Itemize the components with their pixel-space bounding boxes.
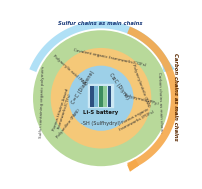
Bar bbox=[88, 84, 114, 108]
Text: Porous organic
frameworks (POFs): Porous organic frameworks (POFs) bbox=[117, 105, 156, 132]
Text: C≡C (Diyne): C≡C (Diyne) bbox=[108, 72, 129, 100]
Bar bbox=[99, 86, 103, 107]
Polygon shape bbox=[29, 21, 173, 72]
Text: Carbon chains as main chains: Carbon chains as main chains bbox=[157, 72, 163, 133]
Text: Polyacrylic acid (PAA): Polyacrylic acid (PAA) bbox=[53, 54, 88, 87]
Text: Polyacrylonitrile (PAN): Polyacrylonitrile (PAN) bbox=[131, 63, 150, 108]
Text: Li-S battery: Li-S battery bbox=[83, 110, 119, 115]
Bar bbox=[103, 86, 107, 107]
Polygon shape bbox=[127, 27, 178, 170]
Text: Polypyrrole (PPy): Polypyrrole (PPy) bbox=[124, 93, 159, 106]
Text: Polyaniline (PANI): Polyaniline (PANI) bbox=[56, 108, 81, 139]
Circle shape bbox=[33, 30, 169, 166]
Text: Porous triazine-based
frameworks(CTFs): Porous triazine-based frameworks(CTFs) bbox=[52, 88, 74, 132]
Polygon shape bbox=[127, 159, 139, 172]
Text: Sulfur-containing organic polymers: Sulfur-containing organic polymers bbox=[39, 66, 45, 139]
Polygon shape bbox=[162, 61, 175, 72]
Bar bbox=[95, 86, 98, 107]
Text: Carbon chains as main chains: Carbon chains as main chains bbox=[173, 53, 178, 141]
Text: C=C (Dialkene): C=C (Dialkene) bbox=[70, 69, 95, 105]
Text: Sulfur chains as main chains: Sulfur chains as main chains bbox=[58, 21, 142, 26]
Bar bbox=[108, 86, 112, 107]
Circle shape bbox=[51, 48, 151, 149]
Text: Covalent organic frameworks(COFs): Covalent organic frameworks(COFs) bbox=[73, 48, 146, 67]
Text: -SH (Sulfhydryl): -SH (Sulfhydryl) bbox=[81, 121, 121, 126]
Bar bbox=[90, 86, 94, 107]
Circle shape bbox=[68, 66, 134, 131]
